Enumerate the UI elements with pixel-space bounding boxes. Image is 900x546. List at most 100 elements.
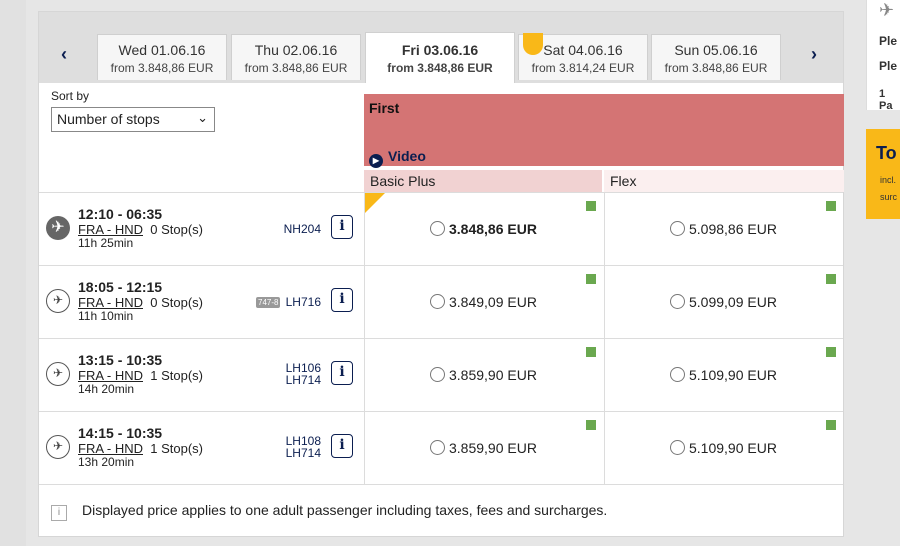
video-label: Video	[388, 148, 426, 164]
price-value: 3.859,90 EUR	[449, 440, 537, 456]
flight-duration: 13h 20min	[78, 455, 135, 469]
date-tab-sat[interactable]: Sat 04.06.16 from 3.814,24 EUR	[518, 33, 648, 80]
sort-select[interactable]: Number of stops ⌄	[51, 107, 215, 132]
date-tab-fri-selected[interactable]: Fri 03.06.16 from 3.848,86 EUR	[365, 32, 515, 83]
fare-radio[interactable]	[430, 221, 445, 236]
flight-duration: 11h 25min	[78, 236, 134, 250]
price-value: 3.848,86 EUR	[449, 221, 537, 237]
next-dates-arrow-icon[interactable]: ›	[811, 44, 817, 64]
flight-number: NH204	[283, 222, 321, 236]
flight-times: 12:10 - 06:35	[78, 206, 163, 222]
availability-indicator	[826, 420, 836, 430]
flight-row: ✈ 13:15 - 10:35 FRA - HND 1 Stop(s) 14h …	[39, 338, 844, 411]
total-title: To	[876, 143, 897, 163]
date-tab-day: Thu 02.06.16	[254, 42, 338, 58]
fare-radio[interactable]	[430, 367, 445, 382]
aircraft-badge: 747-8	[256, 297, 281, 308]
price-value: 3.849,09 EUR	[449, 294, 537, 310]
availability-indicator	[586, 420, 596, 430]
availability-indicator	[826, 201, 836, 211]
sort-label: Sort by	[51, 89, 90, 103]
flight-duration: 11h 10min	[78, 309, 134, 323]
crane-icon: ✈	[46, 435, 70, 459]
date-tab-price: from 3.848,86 EUR	[387, 61, 493, 75]
price-cell-basic[interactable]: 3.848,86 EUR	[364, 193, 604, 265]
info-icon[interactable]: i	[331, 361, 353, 385]
chevron-down-icon: ⌄	[197, 110, 208, 125]
fare-radio[interactable]	[670, 221, 685, 236]
date-tab-thu[interactable]: Thu 02.06.16 from 3.848,86 EUR	[231, 34, 361, 80]
flight-number: LH108	[285, 434, 321, 448]
info-icon[interactable]: i	[331, 288, 353, 312]
fare-radio[interactable]	[670, 367, 685, 382]
flight-stops: 0 Stop(s)	[150, 222, 203, 237]
flight-info: ✈ 13:15 - 10:35 FRA - HND 1 Stop(s) 14h …	[39, 339, 363, 411]
price-cell-flex[interactable]: 5.098,86 EUR	[604, 193, 844, 265]
flight-route-stops: FRA - HND 0 Stop(s)	[78, 295, 203, 310]
flight-info: ✈ 18:05 - 12:15 FRA - HND 0 Stop(s) 11h …	[39, 266, 363, 338]
flight-number: LH716	[285, 295, 321, 309]
crane-icon: ✈	[46, 362, 70, 386]
cabin-header-first: First ▶ Video	[364, 94, 844, 168]
date-tab-day: Sat 04.06.16	[543, 42, 623, 58]
date-tab-price: from 3.848,86 EUR	[244, 61, 348, 75]
summary-line: Ple	[879, 34, 898, 48]
date-navigation: ‹ Wed 01.06.16 from 3.848,86 EUR Thu 02.…	[39, 12, 843, 83]
fare-radio[interactable]	[670, 440, 685, 455]
best-price-corner-icon	[365, 193, 385, 213]
flight-row: ✈ 12:10 - 06:35 FRA - HND 0 Stop(s) 11h …	[39, 192, 844, 265]
price-cell-flex[interactable]: 5.109,90 EUR	[604, 412, 844, 484]
flight-route[interactable]: FRA - HND	[78, 295, 143, 310]
summary-line: Ple	[879, 59, 898, 73]
flight-duration: 14h 20min	[78, 382, 135, 396]
info-icon[interactable]: i	[331, 215, 353, 239]
cabin-title: First	[369, 100, 400, 116]
price-value: 3.859,90 EUR	[449, 367, 537, 383]
price-cell-basic[interactable]: 3.859,90 EUR	[364, 412, 604, 484]
total-price-panel: To incl. surc	[866, 129, 900, 219]
video-link[interactable]: ▶ Video	[369, 148, 426, 168]
date-tab-price: from 3.848,86 EUR	[664, 61, 768, 75]
summary-passengers: 1 Pa	[879, 88, 893, 110]
date-tab-price: from 3.848,86 EUR	[110, 61, 214, 75]
total-note: surc	[880, 192, 898, 202]
availability-indicator	[586, 347, 596, 357]
availability-indicator	[826, 347, 836, 357]
flight-stops: 1 Stop(s)	[150, 441, 203, 456]
flight-row: ✈ 18:05 - 12:15 FRA - HND 0 Stop(s) 11h …	[39, 265, 844, 338]
flight-route[interactable]: FRA - HND	[78, 368, 143, 383]
fare-radio[interactable]	[430, 440, 445, 455]
price-cell-flex[interactable]: 5.109,90 EUR	[604, 339, 844, 411]
flight-route-stops: FRA - HND 0 Stop(s)	[78, 222, 203, 237]
date-tab-wed[interactable]: Wed 01.06.16 from 3.848,86 EUR	[97, 34, 227, 80]
flight-route[interactable]: FRA - HND	[78, 222, 143, 237]
flight-route-stops: FRA - HND 1 Stop(s)	[78, 368, 203, 383]
info-icon[interactable]: i	[331, 434, 353, 458]
date-tab-sun[interactable]: Sun 05.06.16 from 3.848,86 EUR	[651, 34, 781, 80]
fare-radio[interactable]	[430, 294, 445, 309]
availability-indicator	[586, 201, 596, 211]
flight-times: 13:15 - 10:35	[78, 352, 163, 368]
crane-icon: ✈	[46, 289, 70, 313]
flight-stops: 0 Stop(s)	[150, 295, 203, 310]
price-cell-basic[interactable]: 3.859,90 EUR	[364, 339, 604, 411]
prev-dates-arrow-icon[interactable]: ‹	[61, 44, 67, 64]
date-tab-day: Wed 01.06.16	[118, 42, 206, 58]
availability-indicator	[826, 274, 836, 284]
left-gutter	[0, 0, 26, 546]
total-note: incl.	[880, 175, 897, 185]
flight-number: LH714	[285, 446, 321, 460]
plane-icon: ✈	[879, 0, 895, 20]
flight-times: 14:15 - 10:35	[78, 425, 163, 441]
price-value: 5.099,09 EUR	[689, 294, 777, 310]
flight-route[interactable]: FRA - HND	[78, 441, 143, 456]
price-cell-basic[interactable]: 3.849,09 EUR	[364, 266, 604, 338]
flight-row: ✈ 14:15 - 10:35 FRA - HND 1 Stop(s) 13h …	[39, 411, 844, 484]
flight-route-stops: FRA - HND 1 Stop(s)	[78, 441, 203, 456]
flight-number: LH714	[285, 373, 321, 387]
fare-radio[interactable]	[670, 294, 685, 309]
flight-number: LH106	[285, 361, 321, 375]
flight-info: ✈ 14:15 - 10:35 FRA - HND 1 Stop(s) 13h …	[39, 412, 363, 484]
sort-control: Sort by Number of stops ⌄	[39, 83, 363, 192]
price-cell-flex[interactable]: 5.099,09 EUR	[604, 266, 844, 338]
